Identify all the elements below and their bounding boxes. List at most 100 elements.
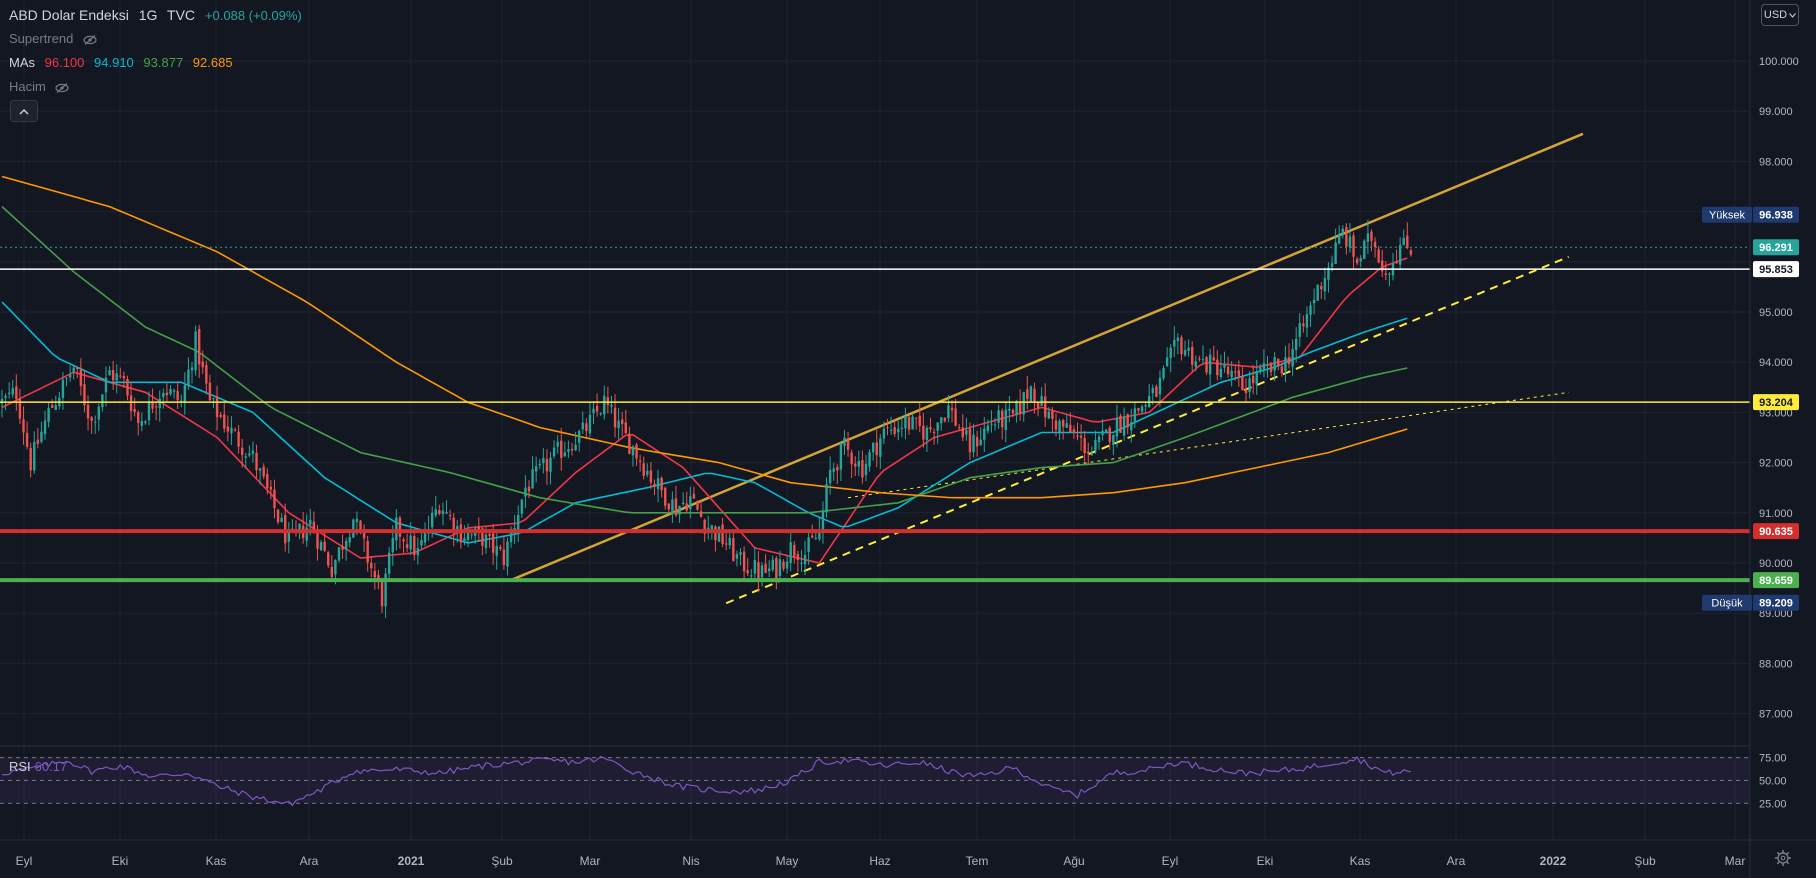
candle-body: [1165, 357, 1169, 366]
candle-body: [1402, 237, 1405, 246]
candle-body: [649, 470, 653, 483]
candle-body: [484, 534, 488, 549]
candle-body: [459, 524, 463, 543]
currency-select[interactable]: USD: [1761, 4, 1799, 26]
candle-body: [1377, 249, 1380, 263]
candle-body: [1327, 267, 1330, 280]
hidden-eye-icon[interactable]: [83, 34, 97, 45]
candle-body: [542, 458, 545, 464]
ma4-value: 92.685: [192, 55, 233, 70]
candle-body: [18, 399, 22, 419]
candle-body: [180, 400, 183, 402]
candle-body: [94, 421, 97, 423]
candle-body: [147, 401, 151, 421]
candle-body: [355, 518, 359, 523]
collapse-legend-button[interactable]: [10, 100, 38, 122]
candle-body: [990, 423, 993, 425]
candle-body: [1201, 359, 1205, 361]
x-tick-label: Nis: [682, 854, 699, 868]
x-tick-label: Kas: [206, 854, 227, 868]
candle-body: [452, 517, 455, 533]
candle-body: [97, 406, 100, 420]
candle-body: [1219, 368, 1223, 378]
candle-body: [434, 509, 437, 516]
candle-body: [7, 392, 11, 394]
rising-support-dashed: [725, 255, 1570, 605]
candle-body: [398, 517, 402, 537]
rsi-legend[interactable]: RSI 60.17: [9, 759, 67, 774]
candle-body: [1205, 357, 1208, 373]
supertrend-label: Supertrend: [9, 31, 74, 46]
candle-body: [524, 487, 527, 497]
candle-body: [151, 401, 154, 409]
high-value: 96.938: [1759, 210, 1793, 222]
candle-body: [309, 519, 312, 525]
candle-body: [1187, 347, 1190, 352]
candle-body: [660, 477, 663, 491]
candle-body: [1305, 314, 1309, 328]
candle-body: [800, 562, 803, 564]
candle-body: [1277, 358, 1280, 366]
hidden-eye-icon[interactable]: [55, 82, 70, 93]
level-tag-label: 96.291: [1759, 242, 1793, 254]
candle-body: [223, 414, 226, 429]
candle-body: [893, 427, 896, 435]
candle-body: [1280, 366, 1284, 374]
candle-body: [1104, 429, 1108, 433]
candle-body: [491, 533, 495, 553]
candle-body: [735, 554, 739, 559]
mas-legend[interactable]: MAs 96.100 94.910 93.877 92.685: [9, 55, 239, 70]
y-tick-label: 94.000: [1759, 357, 1793, 369]
x-tick-label: Ara: [300, 854, 319, 868]
candle-body: [778, 559, 782, 576]
candle-body: [463, 538, 466, 541]
candle-body: [1262, 363, 1266, 370]
candle-body: [864, 463, 868, 476]
candle-body: [1191, 347, 1194, 365]
candle-body: [1194, 361, 1198, 368]
candle-body: [273, 489, 276, 509]
candle-body: [370, 562, 373, 569]
candle-body: [330, 566, 334, 577]
time-axis[interactable]: Eyl Eki Kas Ara 2021 Şub Mar Nis May Haz Tem Ağu Eyl…: [16, 854, 1746, 868]
x-tick-label: Haz: [869, 854, 890, 868]
candle-body: [871, 442, 875, 453]
candle-body: [1169, 347, 1172, 359]
candle-body: [65, 377, 68, 379]
candle-body: [258, 468, 262, 471]
candle-body: [789, 542, 792, 563]
candle-body: [1234, 371, 1237, 373]
candle-body: [334, 560, 337, 575]
rsi-tick-label: 75.00: [1759, 753, 1787, 765]
candle-body: [362, 529, 366, 539]
candle-body: [1334, 242, 1337, 264]
x-tick-label: Tem: [966, 854, 989, 868]
candle-body: [685, 503, 688, 511]
candle-body: [610, 404, 613, 407]
candle-body: [710, 525, 714, 530]
volume-legend[interactable]: Hacim: [9, 79, 70, 94]
candle-body: [1126, 414, 1129, 428]
candle-body: [681, 502, 685, 504]
candle-body: [1173, 339, 1176, 347]
price-axis[interactable]: 100.000 99.000 98.000 95.000 94.000 93.000 92.…: [1759, 56, 1799, 810]
candle-body: [807, 537, 810, 552]
symbol-legend[interactable]: ABD Dolar Endeksi 1G TVC +0.088 (+0.09%): [9, 7, 308, 23]
candle-body: [796, 554, 800, 561]
candle-body: [868, 452, 871, 467]
supertrend-legend[interactable]: Supertrend: [9, 31, 97, 46]
candle-body: [215, 396, 219, 418]
interval: 1G: [138, 7, 158, 23]
moving-averages: [1, 175, 1408, 564]
candle-body: [638, 460, 642, 462]
candle-body: [581, 422, 584, 430]
candle-body: [785, 561, 789, 569]
candle-body: [1348, 236, 1352, 248]
x-tick-label: Eki: [1257, 854, 1274, 868]
candle-body: [1251, 375, 1255, 384]
gear-icon[interactable]: [1774, 849, 1792, 867]
candle-body: [4, 395, 7, 398]
candle-body: [269, 486, 273, 490]
candle-body: [384, 573, 387, 607]
